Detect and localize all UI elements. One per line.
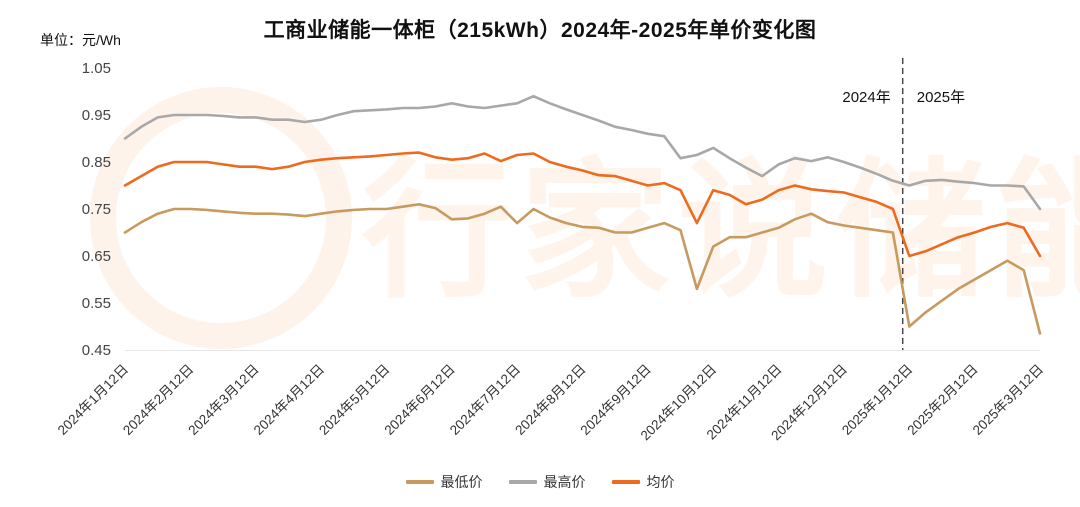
legend-swatch [508, 480, 537, 484]
series-line-均价 [123, 151, 1042, 258]
y-axis-tick-label: 0.55 [82, 295, 111, 312]
y-axis-tick-label: 0.75 [82, 201, 111, 218]
legend-label: 最低价 [440, 474, 483, 490]
y-axis-unit-label: 单位：元/Wh [40, 32, 121, 48]
chart-title: 工商业储能一体柜（215kWh）2024年-2025年单价变化图 [263, 19, 817, 42]
y-axis-tick-label: 0.65 [82, 248, 111, 265]
legend-item-均价: 均价 [611, 472, 675, 492]
series-line-最低价 [123, 203, 1042, 335]
y-axis-tick-label: 0.95 [82, 107, 111, 124]
x-axis-tick-label: 2025年3月12日 [970, 362, 1046, 438]
legend-swatch [611, 480, 640, 484]
year-label-2025: 2025年 [917, 89, 965, 106]
y-axis-tick-label: 1.05 [82, 60, 111, 77]
y-axis-tick-label: 0.85 [82, 154, 111, 171]
legend-item-最高价: 最高价 [508, 472, 586, 492]
legend-swatch [405, 480, 434, 484]
year-label-2024: 2024年 [842, 89, 890, 106]
series-line-最高价 [123, 94, 1042, 211]
legend-label: 均价 [646, 474, 675, 490]
legend-item-最低价: 最低价 [405, 472, 483, 492]
chart-legend: 最低价 最高价 均价 [0, 472, 1080, 492]
legend-label: 最高价 [543, 474, 586, 490]
y-axis-tick-label: 0.45 [82, 342, 111, 359]
